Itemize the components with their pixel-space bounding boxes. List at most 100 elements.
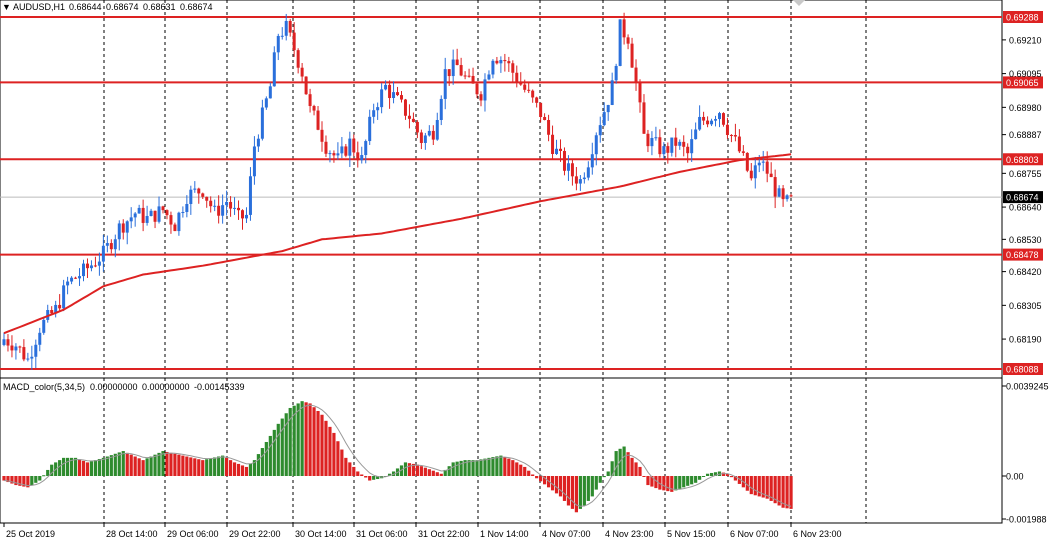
candle-body (284, 20, 288, 36)
macd-bar (773, 476, 777, 504)
macd-bar (570, 476, 575, 509)
macd-bar (519, 464, 523, 476)
candle-body (30, 356, 34, 359)
macd-bar (511, 460, 515, 476)
macd-bar (308, 403, 312, 476)
macd-bar (439, 473, 443, 476)
candle-body (702, 116, 706, 121)
candle-body (586, 167, 590, 178)
macd-bar (733, 476, 737, 481)
candle-body (570, 163, 574, 177)
macd-bar (713, 472, 718, 476)
macd-bar (507, 458, 511, 476)
candle-body (348, 138, 352, 156)
candle-body (360, 155, 364, 161)
macd-bar (173, 453, 177, 476)
macd-bar (471, 460, 475, 476)
macd-bar (646, 476, 650, 486)
macd-bar (614, 451, 618, 476)
candle-body (515, 72, 519, 83)
candle-body (244, 214, 248, 219)
macd-bar (721, 472, 726, 476)
candle-body (618, 19, 622, 66)
macd-bar (217, 456, 221, 476)
candle-body (686, 146, 690, 154)
macd-bar (66, 457, 70, 476)
horizontal-levels[interactable]: 0.69288 0.69065 0.68803 0.68478 0.68088 0.686… (0, 11, 1043, 375)
candle-body (431, 130, 435, 140)
candle-body (153, 210, 157, 222)
macd-bar (101, 457, 105, 476)
candle-body (650, 137, 654, 147)
candle-body (121, 223, 125, 233)
macd-bar (14, 476, 18, 486)
candle-body (328, 153, 332, 155)
macd-bar (527, 470, 531, 476)
level-price-tag (1003, 153, 1043, 166)
candle-body (18, 346, 22, 348)
macd-bar (288, 407, 292, 476)
dropdown-arrow-icon[interactable]: ▼ (2, 2, 11, 12)
candle-body (320, 129, 324, 142)
macd-bar (626, 452, 630, 476)
macd-bar (427, 469, 431, 476)
collapse-triangle-icon[interactable] (793, 0, 805, 6)
macd-bar (85, 462, 90, 476)
signal-line (3, 404, 792, 507)
macd-bar (455, 461, 459, 476)
macd-bar (753, 476, 757, 496)
candle-body (594, 135, 598, 155)
macd-bar (340, 449, 344, 476)
macd-bar (387, 473, 392, 476)
candle-body (252, 146, 256, 177)
macd-bar (18, 476, 22, 486)
macd-bar (268, 435, 272, 476)
candle-body (233, 207, 237, 209)
indicator-value-1: 0.00000000 (90, 382, 138, 392)
macd-bar (515, 462, 519, 476)
ohlc-open: 0.68644 (69, 2, 102, 12)
macd-bar (252, 460, 257, 476)
candle-body (785, 195, 789, 200)
candle-body (189, 189, 193, 204)
one-click-trading-icon[interactable] (793, 0, 805, 6)
candle-body (237, 207, 241, 211)
candle-body (451, 59, 455, 77)
candle-body (682, 141, 686, 147)
macd-bar (213, 457, 217, 476)
candle-body (419, 132, 423, 143)
macd-bar (574, 476, 578, 513)
macd-bar (785, 476, 789, 509)
macd-bar (761, 476, 765, 498)
candle-body (113, 239, 117, 250)
macd-bar (479, 459, 483, 476)
time-axis: 25 Oct 2019 28 Oct 14:00 29 Oct 06:00 29 Oc… (3, 523, 842, 539)
candle-body (562, 150, 566, 171)
candle-body (177, 212, 181, 232)
macd-bar (463, 460, 467, 476)
macd-bar (702, 476, 706, 477)
candle-body (22, 347, 26, 360)
macd-bar (141, 460, 145, 476)
macd-bar (678, 476, 682, 489)
candle-body (241, 210, 244, 219)
macd-bar (46, 469, 50, 476)
price-tick-label: 0.68755 (1009, 169, 1042, 179)
macd-bar (709, 472, 714, 476)
candle-body (495, 60, 499, 64)
macd-bar (558, 476, 563, 497)
candle-body (658, 137, 662, 155)
macd-bar (232, 462, 237, 476)
candle-body (276, 35, 280, 53)
candle-body (503, 59, 507, 62)
macd-bar (161, 451, 165, 476)
macd-bar (415, 464, 419, 476)
macd-bar (705, 473, 710, 476)
time-label: 25 Oct 2019 (6, 529, 55, 539)
candle-body (630, 43, 634, 68)
macd-bar (769, 476, 773, 501)
macd-bar (475, 460, 479, 476)
candle-body (304, 76, 308, 95)
